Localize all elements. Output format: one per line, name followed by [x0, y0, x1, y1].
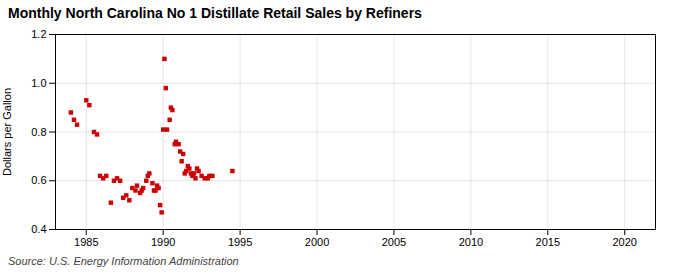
svg-text:1990: 1990: [151, 236, 175, 248]
svg-text:2020: 2020: [612, 236, 636, 248]
svg-text:Dollars per Gallon: Dollars per Gallon: [1, 88, 13, 176]
svg-text:0.6: 0.6: [31, 174, 46, 186]
svg-text:2010: 2010: [459, 236, 483, 248]
svg-text:1985: 1985: [74, 236, 98, 248]
svg-text:1995: 1995: [228, 236, 252, 248]
svg-text:1.0: 1.0: [31, 77, 46, 89]
svg-text:2000: 2000: [305, 236, 329, 248]
svg-text:2005: 2005: [382, 236, 406, 248]
svg-text:0.8: 0.8: [31, 126, 46, 138]
svg-text:0.4: 0.4: [31, 223, 46, 235]
html-text:Source: U.S. Energy Informatio: Source: U.S. Energy Information Administ…: [8, 255, 239, 267]
html-text:Monthly North Carolina No 1 Di: Monthly North Carolina No 1 Distillate R…: [8, 5, 422, 21]
svg-text:2015: 2015: [536, 236, 560, 248]
svg-text:1.2: 1.2: [31, 28, 46, 40]
